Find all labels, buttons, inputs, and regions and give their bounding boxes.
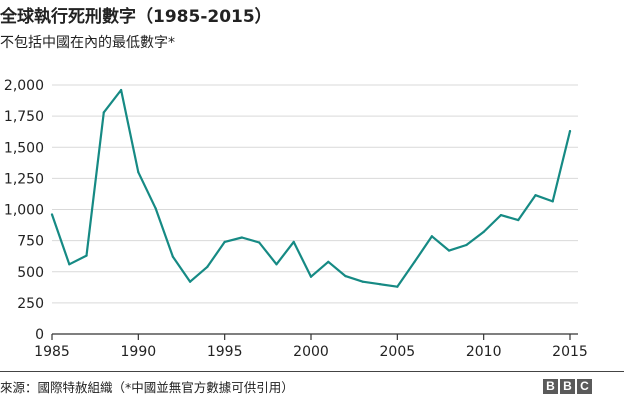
data-point [361, 280, 364, 283]
x-tick-label: 2015 [552, 344, 588, 360]
y-tick-label: 1,000 [4, 203, 44, 219]
x-tick-label: 1990 [121, 344, 157, 360]
data-point [171, 255, 174, 258]
data-point [568, 129, 572, 133]
y-tick-label: 2,000 [4, 78, 44, 94]
y-tick-label: 1,250 [4, 171, 44, 187]
data-point [85, 254, 88, 257]
x-tick-label: 1985 [34, 344, 70, 360]
data-point [119, 88, 123, 92]
data-point [102, 111, 105, 114]
data-point [517, 218, 520, 222]
data-point [499, 214, 503, 217]
data-point [448, 249, 451, 252]
data-point [413, 260, 416, 263]
x-tick-label: 1995 [207, 344, 243, 360]
data-point [327, 260, 330, 263]
data-point [258, 241, 261, 244]
chart-subtitle: 不包括中國在內的最低數字* [0, 35, 175, 51]
data-point [240, 236, 244, 239]
data-point [430, 235, 433, 238]
y-tick-label: 500 [17, 265, 44, 281]
data-point [206, 265, 209, 268]
data-point [68, 263, 71, 266]
x-tick-label: 2000 [293, 344, 329, 360]
bbc-logo: B B C [543, 379, 592, 394]
bbc-logo-letter: B [560, 379, 575, 394]
y-tick-label: 1,500 [4, 140, 44, 156]
data-point [309, 275, 313, 278]
data-point [551, 200, 554, 203]
line-chart: 0 250 500 750 1,000 1,250 1,500 1,750 2,000 1985 1… [4, 78, 588, 360]
data-point [378, 283, 382, 286]
data-point [137, 171, 140, 174]
data-point [154, 207, 157, 210]
y-tick-label: 0 [35, 327, 44, 343]
chart-title: 全球執行死刑數字（1985-2015） [0, 7, 272, 27]
x-tick-label: 2010 [466, 344, 502, 360]
data-point [223, 240, 226, 243]
y-tick-label: 1,750 [4, 109, 44, 125]
footer-divider [0, 371, 624, 372]
x-tick-label: 2005 [380, 344, 416, 360]
bbc-logo-letter: C [577, 379, 592, 394]
bbc-logo-letter: B [543, 379, 558, 394]
data-point [465, 243, 468, 247]
source-note: 來源：國際特赦組織（*中國並無官方數據可供引用） [0, 380, 294, 395]
data-point [292, 240, 295, 243]
data-point [482, 230, 485, 234]
data-point [396, 285, 399, 288]
data-point [189, 280, 192, 283]
data-point [275, 263, 278, 266]
data-point [50, 213, 54, 216]
data-point [344, 275, 347, 278]
data-point [534, 194, 537, 197]
y-tick-label: 250 [17, 296, 44, 312]
series-line [50, 88, 572, 288]
y-tick-label: 750 [17, 234, 44, 250]
